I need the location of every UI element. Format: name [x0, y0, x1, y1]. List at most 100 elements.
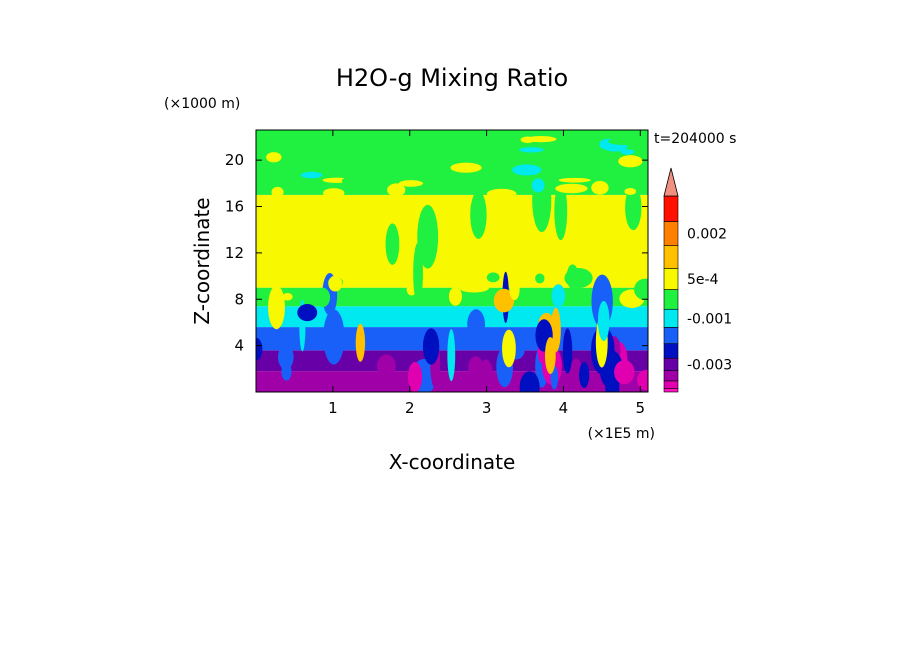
field-texture-87: [341, 175, 367, 187]
field-texture-68: [532, 167, 552, 233]
field-texture-22: [636, 369, 648, 391]
field-texture-95: [608, 137, 642, 146]
y-tick-label-1: 8: [234, 290, 244, 308]
plot-frame: [255, 129, 649, 393]
field-texture-19: [479, 359, 493, 389]
y-tick-label-2: 12: [225, 244, 244, 262]
field-texture-91: [563, 162, 595, 176]
x-axis: 1 2 3 4 5: [328, 130, 645, 417]
field-texture-89: [512, 164, 542, 176]
field-texture-79: [256, 184, 267, 190]
field-texture-81: [620, 149, 635, 155]
field-texture-78: [591, 180, 609, 195]
y-tick-label-0: 4: [234, 337, 244, 355]
field-texture-97: [300, 171, 323, 179]
colorbar-swatch-1: [663, 380, 679, 389]
field-texture-99: [425, 140, 454, 151]
field-texture-32: [355, 323, 366, 362]
colorbar-label-3: -0.003: [687, 357, 732, 373]
colorbar-label-1: 5e-4: [687, 272, 719, 288]
field-texture-26: [277, 344, 294, 370]
colorbar-swatch-4: [663, 343, 679, 359]
field-texture-65: [625, 185, 642, 231]
field-texture-59: [448, 287, 462, 306]
chart-title: H2O-g Mixing Ratio: [336, 64, 568, 92]
field-texture-84: [618, 155, 643, 168]
field-texture-4: [519, 371, 540, 392]
field-texture-18: [614, 360, 635, 385]
colorbar-swatch-11: [663, 195, 679, 222]
y-tick-label-3: 16: [225, 198, 244, 216]
x-tick-label-2: 3: [482, 399, 492, 417]
field-texture-98: [271, 186, 284, 198]
field-texture-88: [558, 177, 591, 183]
colorbar-label-0: 0.002: [687, 227, 727, 243]
field-texture-34: [447, 329, 456, 382]
field-texture-55: [328, 275, 343, 292]
field-texture-45: [422, 328, 440, 365]
x-units-label: (×1E5 m): [588, 426, 655, 442]
y-axis-label: Z-coordinate: [190, 197, 214, 324]
heatmap-field: [256, 130, 648, 392]
field-band-6: [256, 130, 648, 195]
field-texture-83: [541, 181, 560, 193]
field-texture-76: [398, 180, 424, 187]
field-texture-42: [493, 288, 515, 313]
x-axis-label: X-coordinate: [389, 450, 516, 474]
colorbar-swatch-3: [663, 357, 679, 371]
field-texture-33: [268, 285, 285, 330]
x-tick-label-4: 5: [636, 399, 646, 417]
field-texture-86: [266, 152, 282, 163]
colorbar-swatch-5: [663, 327, 679, 345]
field-texture-35: [297, 303, 318, 322]
field-texture-46: [467, 309, 486, 340]
field-texture-3: [569, 358, 584, 392]
field-texture-69: [417, 204, 439, 269]
colorbar-swatch-8: [663, 268, 679, 290]
colorbar-swatch-10: [663, 221, 679, 246]
colorbar-swatch-6: [663, 308, 679, 328]
field-texture-82: [486, 188, 517, 200]
colorbar-label-2: -0.001: [687, 311, 732, 327]
field-texture-58: [566, 264, 579, 289]
field-texture-67: [470, 190, 487, 239]
colorbar-swatch-7: [663, 289, 679, 310]
field-texture-90: [555, 183, 588, 194]
field-texture-20: [562, 328, 573, 374]
field-texture-43: [502, 329, 516, 368]
field-texture-56: [634, 278, 648, 301]
y-axis: 4 8 12 16 20: [225, 151, 648, 355]
colorbar-swatch-2: [663, 370, 679, 382]
time-label: t=204000 s: [654, 131, 736, 147]
x-tick-label-1: 2: [405, 399, 415, 417]
y-tick-label-4: 20: [225, 151, 244, 169]
field-texture-75: [585, 173, 612, 183]
x-tick-label-3: 4: [559, 399, 569, 417]
y-units-label: (×1000 m): [164, 96, 240, 112]
field-texture-96: [323, 188, 345, 199]
field-texture-74: [450, 162, 482, 173]
field-texture-52: [535, 273, 545, 284]
field-texture-8: [579, 362, 590, 388]
field-texture-0: [256, 337, 263, 361]
field-texture-44: [551, 284, 566, 308]
colorbar-swatch-9: [663, 245, 679, 269]
field-texture-85: [519, 147, 544, 153]
field-texture-94: [624, 187, 637, 195]
field-texture-41: [323, 309, 345, 365]
field-texture-47: [544, 336, 556, 375]
field-texture-66: [385, 223, 400, 265]
colorbar-arrow: [663, 167, 679, 197]
colorbar-swatch-0: [663, 388, 679, 393]
field-texture-93: [531, 178, 545, 193]
field-texture-61: [458, 283, 489, 293]
colorbar: 0.002 5e-4 -0.001 -0.003: [663, 167, 732, 393]
field-texture-15: [377, 354, 396, 379]
x-tick-label-0: 1: [328, 399, 338, 417]
field-texture-49: [509, 278, 520, 301]
field-texture-53: [282, 292, 293, 301]
field-texture-70: [387, 183, 406, 197]
field-texture-54: [486, 272, 500, 283]
field-texture-92: [525, 136, 557, 143]
